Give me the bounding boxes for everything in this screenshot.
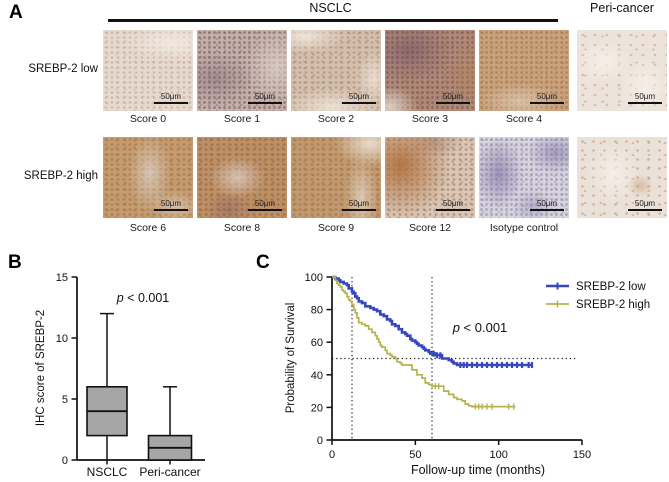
scale-bar-line: [248, 101, 282, 104]
x-tick-label: 100: [489, 449, 507, 461]
scale-bar-line: [342, 208, 376, 211]
scale-bar-line: [154, 101, 188, 104]
y-tick-label: 5: [62, 394, 68, 406]
survival-curve-srebp2-low: [332, 275, 532, 367]
scale-bar-label: 50μm: [634, 91, 656, 101]
scale-bar-line: [436, 208, 470, 211]
y-tick-label: 40: [311, 370, 323, 382]
scale-bar-line: [530, 101, 564, 104]
boxplot-ihc-score: 0 5 10 15 NSCLC Peri-cancer IHC score of SREBP…: [35, 272, 205, 479]
y-tick-label: 10: [56, 333, 68, 345]
scale-bar-label: 50μm: [160, 198, 182, 208]
category-label: NSCLC: [87, 465, 128, 479]
y-tick-label: 0: [317, 435, 323, 447]
panel-a-label: A: [9, 2, 23, 23]
scale-bar-label: 50μm: [348, 91, 370, 101]
scale-bar: 50μm: [342, 198, 376, 211]
ihc-image-score-12: 50μm: [385, 137, 475, 218]
scale-bar: 50μm: [530, 198, 564, 211]
scale-bar: 50μm: [248, 91, 282, 104]
category-label: Peri-cancer: [139, 465, 200, 479]
x-tick-label: 0: [329, 449, 335, 461]
ihc-image-score-6: 50μm: [103, 137, 193, 218]
ihc-image-score-2: 50μm: [291, 30, 381, 111]
legend-label: SREBP-2 high: [576, 299, 650, 311]
p-value-annotation: p < 0.001: [452, 320, 508, 335]
scale-bar: 50μm: [154, 91, 188, 104]
legend-label: SREBP-2 low: [576, 281, 646, 293]
image-caption-score-12: Score 12: [408, 222, 452, 234]
row-label-srebp2-high: SREBP-2 high: [23, 170, 98, 182]
scale-bar: 50μm: [628, 198, 662, 211]
ihc-image-score-0: 50μm: [103, 30, 193, 111]
image-caption-score-2: Score 2: [317, 113, 355, 125]
y-tick-label: 60: [311, 337, 323, 349]
x-axis-title: Follow-up time (months): [411, 463, 545, 477]
scale-bar-label: 50μm: [160, 91, 182, 101]
image-caption-score-3: Score 3: [411, 113, 449, 125]
ihc-image-score-4: 50μm: [479, 30, 569, 111]
scale-bar-line: [436, 101, 470, 104]
image-caption-isotype: Isotype control: [489, 222, 559, 234]
scale-bar: 50μm: [436, 91, 470, 104]
scale-bar: 50μm: [248, 198, 282, 211]
image-caption-score-4: Score 4: [505, 113, 543, 125]
ihc-image-isotype: 50μm: [479, 137, 569, 218]
ihc-image-peri2-r2: 50μm: [577, 137, 667, 218]
scale-bar-line: [628, 101, 662, 104]
nsclc-group-underline: [108, 19, 558, 22]
panel-c-label: C: [256, 252, 270, 273]
scale-bar-label: 50μm: [442, 91, 464, 101]
y-tick-label: 0: [62, 455, 68, 467]
ihc-image-score-3: 50μm: [385, 30, 475, 111]
scale-bar: 50μm: [530, 91, 564, 104]
scale-bar-label: 50μm: [536, 91, 558, 101]
y-tick-label: 20: [311, 402, 323, 414]
y-tick-label: 100: [305, 272, 323, 284]
scale-bar: 50μm: [628, 91, 662, 104]
scale-bar: 50μm: [342, 91, 376, 104]
kaplan-meier-survival-plot: 0 20 40 60 80 100 0 50 100 150 SREBP-2 low SREBP-2 …: [285, 272, 650, 477]
y-axis-title: Probability of Survival: [285, 303, 297, 414]
y-tick-label: 80: [311, 305, 323, 317]
image-caption-score-0: Score 0: [129, 113, 167, 125]
scale-bar-line: [530, 208, 564, 211]
scale-bar: 50μm: [154, 198, 188, 211]
scale-bar-label: 50μm: [536, 198, 558, 208]
nsclc-group-header: NSCLC: [309, 1, 352, 15]
y-axis-title: IHC score of SREBP-2: [35, 310, 47, 426]
scale-bar: 50μm: [436, 198, 470, 211]
scale-bar-label: 50μm: [254, 91, 276, 101]
ihc-image-peri-r1: 50μm: [577, 30, 667, 111]
ihc-image-score-9: 50μm: [291, 137, 381, 218]
scale-bar-line: [342, 101, 376, 104]
y-tick-label: 15: [56, 272, 68, 284]
image-caption-score-8: Score 8: [223, 222, 261, 234]
scale-bar-label: 50μm: [442, 198, 464, 208]
image-caption-score-1: Score 1: [223, 113, 261, 125]
x-tick-label: 50: [409, 449, 421, 461]
ihc-image-score-1: 50μm: [197, 30, 287, 111]
image-caption-score-9: Score 9: [317, 222, 355, 234]
panel-b-label: B: [8, 252, 22, 273]
scale-bar-label: 50μm: [254, 198, 276, 208]
x-tick-label: 150: [573, 449, 591, 461]
peri-cancer-group-header: Peri-cancer: [590, 1, 654, 15]
scale-bar-line: [628, 208, 662, 211]
row-label-srebp2-low: SREBP-2 low: [28, 63, 98, 75]
scale-bar-line: [248, 208, 282, 211]
scale-bar-label: 50μm: [348, 198, 370, 208]
image-caption-score-6: Score 6: [129, 222, 167, 234]
p-value-annotation: p < 0.001: [116, 291, 170, 305]
scale-bar-label: 50μm: [634, 198, 656, 208]
scale-bar-line: [154, 208, 188, 211]
survival-curve-srebp2-high: [332, 276, 516, 408]
ihc-image-score-8: 50μm: [197, 137, 287, 218]
